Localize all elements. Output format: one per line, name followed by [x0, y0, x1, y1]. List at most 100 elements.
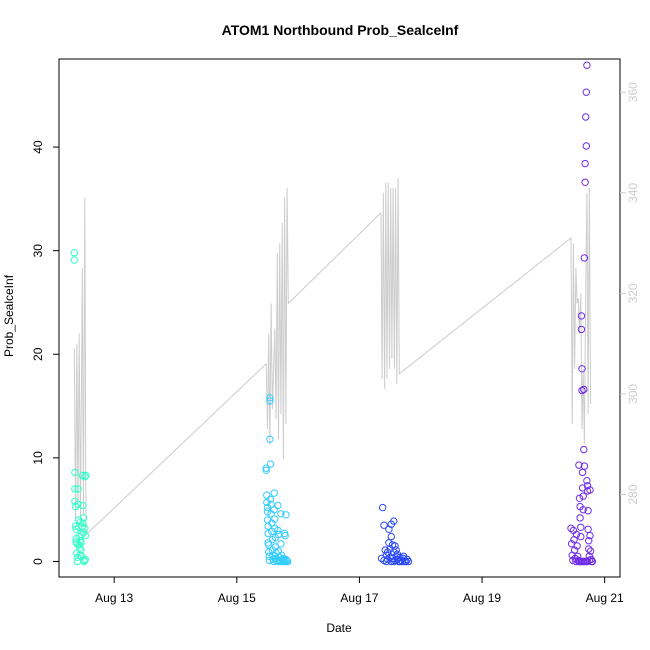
- y2-tick-label: 300: [626, 384, 640, 404]
- data-point: [585, 537, 593, 545]
- data-point: [264, 529, 272, 538]
- data-point: [72, 525, 80, 533]
- data-point: [379, 503, 387, 512]
- data-point: [586, 486, 594, 494]
- data-point: [383, 548, 392, 556]
- data-point: [266, 397, 274, 405]
- y-tick-label: 30: [31, 244, 45, 258]
- data-point: [390, 517, 398, 525]
- data-point: [76, 551, 84, 559]
- data-point: [79, 514, 88, 522]
- x-axis-label: Date: [326, 621, 352, 635]
- y-tick-label: 0: [31, 558, 45, 565]
- data-point: [570, 546, 579, 554]
- data-point: [583, 557, 592, 566]
- data-point: [262, 466, 270, 474]
- y2-tick-label: 340: [626, 182, 640, 202]
- data-point: [70, 256, 79, 264]
- data-point: [71, 468, 79, 477]
- x-tick-label: Aug 13: [95, 591, 133, 605]
- data-point: [265, 541, 273, 549]
- data-point: [577, 532, 585, 541]
- data-point: [580, 462, 589, 470]
- data-point: [271, 515, 279, 523]
- data-point: [71, 485, 79, 493]
- data-point: [396, 557, 404, 566]
- data-point: [277, 510, 285, 518]
- data-point: [76, 544, 84, 552]
- y-tick-label: 40: [31, 140, 45, 154]
- data-point: [581, 159, 589, 168]
- data-point: [81, 472, 89, 481]
- data-point: [274, 526, 282, 535]
- data-point: [387, 557, 395, 566]
- data-point: [263, 491, 271, 499]
- data-point: [583, 482, 592, 490]
- y2-tick-label: 320: [626, 283, 640, 303]
- data-point: [82, 471, 90, 480]
- data-point: [582, 88, 590, 96]
- data-point: [266, 435, 274, 443]
- data-point: [581, 178, 589, 187]
- data-point: [263, 508, 272, 516]
- data-point: [575, 494, 584, 502]
- data-point: [80, 557, 88, 566]
- data-point: [579, 492, 587, 500]
- data-point: [71, 502, 80, 511]
- data-point: [274, 501, 282, 510]
- plot-area: Aug 13 Aug 15 Aug 17 Aug 19 Aug 21 0 10 20 30 40 2…: [31, 58, 640, 605]
- data-point: [580, 445, 588, 454]
- data-point: [580, 254, 589, 262]
- data-point: [577, 523, 585, 531]
- data-point: [578, 365, 586, 373]
- data-point: [74, 485, 82, 493]
- data-point: [81, 524, 89, 532]
- data-point: [270, 489, 278, 497]
- series-0: [70, 249, 90, 566]
- data-point: [262, 464, 270, 472]
- data-point: [399, 552, 408, 560]
- data-point: [266, 460, 275, 468]
- data-point: [586, 547, 595, 555]
- data-point: [577, 312, 586, 320]
- series-1: [262, 394, 292, 566]
- data-point: [584, 507, 592, 515]
- y2-tick-label: 280: [626, 484, 640, 504]
- data-point: [582, 142, 590, 150]
- data-point: [73, 553, 82, 561]
- data-point: [81, 531, 90, 540]
- data-point: [582, 113, 590, 121]
- data-point: [282, 511, 290, 519]
- data-point: [270, 506, 278, 514]
- data-point: [572, 530, 581, 539]
- y-axis-label: Prob_SealceInf: [2, 274, 16, 357]
- data-point: [70, 249, 79, 257]
- data-point: [583, 477, 591, 485]
- data-point: [586, 531, 594, 540]
- series-2: [377, 503, 413, 566]
- data-point: [277, 540, 285, 548]
- data-point: [404, 557, 413, 566]
- data-point: [381, 546, 389, 554]
- data-point: [77, 539, 85, 547]
- data-point: [580, 385, 588, 394]
- data-point: [78, 530, 86, 539]
- chart-title: ATOM1 Northbound Prob_SealceInf: [222, 22, 459, 38]
- x-tick-label: Aug 19: [463, 591, 501, 605]
- data-point: [280, 557, 289, 566]
- data-point: [284, 557, 292, 566]
- data-point: [579, 506, 587, 514]
- data-point: [75, 541, 83, 549]
- data-point: [578, 386, 586, 395]
- data-point: [281, 531, 289, 540]
- data-point: [380, 521, 388, 529]
- data-point: [265, 556, 273, 565]
- data-point: [81, 555, 90, 564]
- data-point: [583, 61, 591, 69]
- data-point: [577, 325, 586, 334]
- x-tick-label: Aug 17: [340, 591, 378, 605]
- data-point: [391, 542, 399, 550]
